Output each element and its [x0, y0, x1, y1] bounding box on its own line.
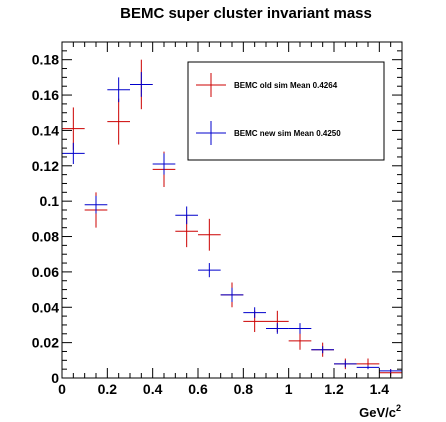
- legend-label: BEMC old sim Mean 0.4264: [234, 81, 338, 90]
- legend: BEMC old sim Mean 0.4264 BEMC new sim Mea…: [187, 61, 385, 161]
- x-axis-label-exponent: 2: [396, 403, 401, 413]
- y-tick-label: 0.02: [32, 335, 59, 351]
- x-axis-label: GeV/c2: [359, 403, 401, 420]
- x-tick-label: 0.4: [143, 381, 163, 397]
- y-tick-label: 0.16: [32, 87, 59, 103]
- x-tick-label: 1.4: [370, 381, 390, 397]
- y-tick-label: 0.12: [32, 158, 59, 174]
- y-tick-label: 0.08: [32, 229, 59, 245]
- x-tick-label: 1.2: [324, 381, 344, 397]
- axes: 0 0.2 0.4 0.6 0.8 1 1.2 1.4 0 0.02 0.04 0.06 0.08 0.1…: [32, 41, 403, 397]
- legend-label: BEMC new sim Mean 0.4250: [234, 129, 341, 138]
- chart-markers: [62, 59, 402, 377]
- x-tick-label: 0.6: [188, 381, 208, 397]
- y-tick-label: 0.04: [32, 299, 59, 315]
- y-tick-label: 0.06: [32, 264, 59, 280]
- x-tick-label: 0.8: [234, 381, 254, 397]
- y-tick-label: 0.1: [40, 193, 60, 209]
- y-tick-label: 0: [51, 370, 59, 386]
- x-tick-label: 0.2: [98, 381, 118, 397]
- x-tick-label: 1: [285, 381, 293, 397]
- legend-box: [187, 61, 385, 161]
- x-axis-label-unit: GeV/c: [359, 405, 396, 420]
- y-tick-label: 0.18: [32, 52, 59, 68]
- series-2: [62, 72, 402, 373]
- y-tick-label: 0.14: [32, 122, 59, 138]
- chart-title: BEMC super cluster invariant mass: [120, 5, 372, 22]
- x-tick-label: 0: [58, 381, 66, 397]
